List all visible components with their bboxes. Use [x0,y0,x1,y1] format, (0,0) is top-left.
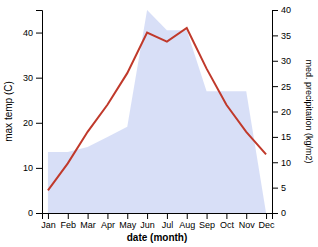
chart: Jan FebMar Apr MayJun Jul Aug Sep Oct NovDec 0 10 2… [0,0,318,247]
tick-label: Mar [80,220,96,230]
y2-axis: 0 5 10 15 20 25 30 35 40 [272,5,291,218]
tick-label: 40 [23,28,33,38]
tick: 0 [272,208,286,218]
tick: 15 [272,132,291,142]
tick-label: 20 [23,118,33,128]
tick: 10 [272,158,291,168]
tick-mark [207,213,208,219]
tick-label: 40 [281,5,291,15]
tick: Apr [101,213,115,230]
tick: Jan [41,213,56,230]
tick-label: Dec [259,220,276,230]
tick-mark [272,112,278,113]
tick: 5 [272,183,286,193]
tick: Dec [259,213,276,230]
tick-mark [88,213,89,219]
tick-mark [272,213,278,214]
tick-mark [167,213,168,219]
tick-mark [68,213,69,219]
tick-mark [187,213,188,219]
tick-label: Nov [239,220,256,230]
tick-mark [272,61,278,62]
tick-label: 0 [281,208,286,218]
tick-mark [36,33,42,34]
tick-mark [36,168,42,169]
tick-label: 15 [281,132,291,142]
tick: 0 [28,208,42,218]
tick-mark [246,213,247,219]
tick: Feb [61,213,77,230]
y-axis-title: max temp (C) [3,81,14,142]
tick-mark [272,10,278,11]
tick: Nov [239,213,256,230]
tick-label: 5 [281,183,286,193]
tick-mark [266,213,267,219]
tick: 20 [272,107,291,117]
tick: Mar [80,213,96,230]
axis-line [36,11,43,214]
tick: Sep [199,213,215,230]
tick: May [119,213,137,230]
y-axis: 0 10 20 30 40 [23,11,43,219]
tick-mark [226,213,227,219]
tick: 40 [23,28,42,38]
tick-mark [147,213,148,219]
tick: 35 [272,31,291,41]
x-axis: Jan FebMar Apr MayJun Jul Aug Sep Oct NovDec [41,213,275,230]
tick-mark [48,213,49,219]
tick: Jul [162,213,174,230]
tick-mark [272,188,278,189]
tick: Aug [179,213,195,230]
tick-label: Jul [162,220,174,230]
tick-label: 0 [28,208,33,218]
y2-axis-title: med. precipitation (kg/m2) [304,59,314,163]
tick-label: 30 [23,73,33,83]
tick-mark [127,213,128,219]
tick-label: Aug [179,220,195,230]
tick-label: Apr [101,220,115,230]
tick: 30 [272,56,291,66]
axis-line [273,11,279,214]
tick-mark [272,137,278,138]
axis-line [43,214,273,220]
tick-label: 10 [281,158,291,168]
tick-mark [272,86,278,87]
tick-mark [272,35,278,36]
tick-label: May [119,220,137,230]
tick: 30 [23,73,42,83]
marks [48,10,266,213]
tick-label: Feb [61,220,77,230]
tick-label: 35 [281,31,291,41]
tick-label: Sep [199,220,215,230]
tick: Jun [140,213,155,230]
area [48,10,266,213]
tick-mark [272,162,278,163]
tick-label: 10 [23,163,33,173]
tick: Oct [220,213,235,230]
tick-mark [36,213,42,214]
tick-mark [107,213,108,219]
tick-label: Jun [140,220,155,230]
tick: 10 [23,163,42,173]
tick-label: 30 [281,56,291,66]
tick-mark [36,78,42,79]
tick-label: 25 [281,82,291,92]
tick-label: Jan [41,220,56,230]
tick-label: 20 [281,107,291,117]
tick: 25 [272,82,291,92]
tick: 20 [23,118,42,128]
tick: 40 [272,5,291,15]
tick-label: Oct [220,220,235,230]
x-axis-title: date (month) [127,232,188,243]
plot: Jan FebMar Apr MayJun Jul Aug Sep Oct NovDec 0 10 2… [3,5,314,243]
tick-mark [36,123,42,124]
line [48,28,266,190]
